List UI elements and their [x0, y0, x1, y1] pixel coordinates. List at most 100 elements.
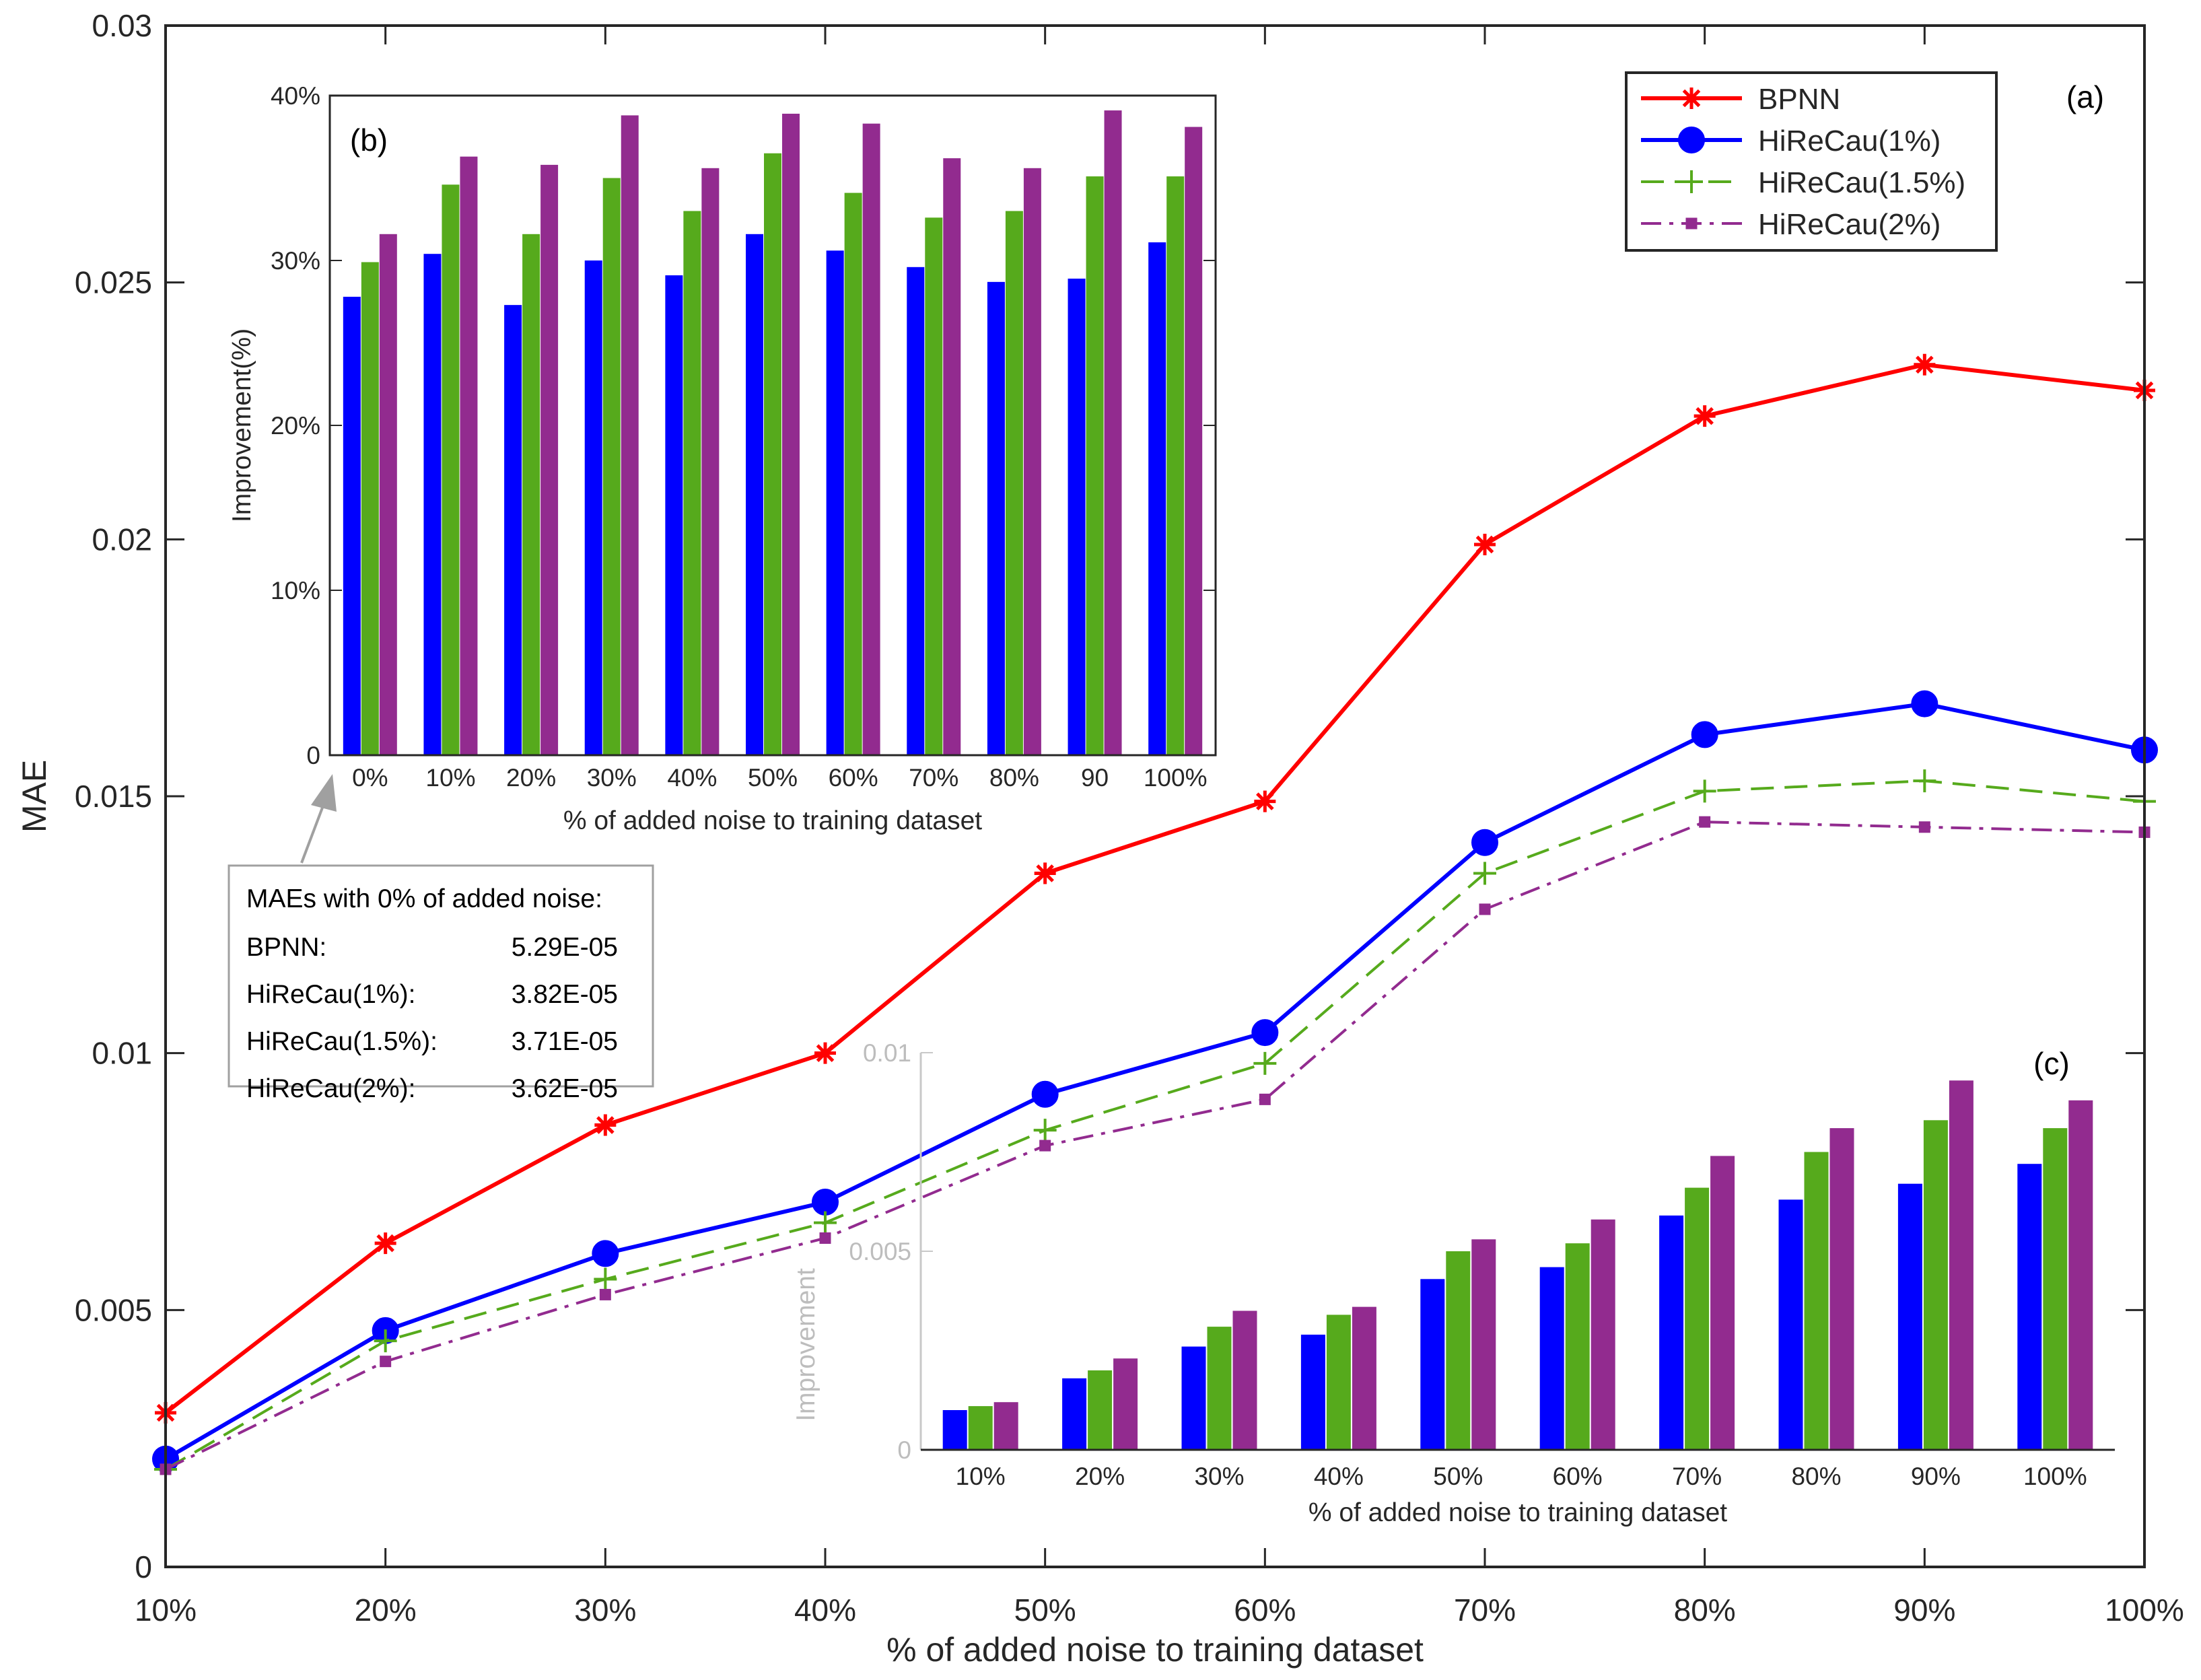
note-row-value: 5.29E-05 [512, 933, 618, 962]
bar-HiReCau(1%) [423, 254, 442, 755]
bar-HiReCau(1%) [1068, 278, 1086, 755]
inset-c-y-axis-label: Improvement [792, 1268, 820, 1422]
series-line-HiReCau(2%) [165, 820, 2145, 1471]
note-row-name: HiReCau(1.5%): [246, 1027, 438, 1056]
main-plot-frame [164, 24, 2146, 1568]
main-y-tick-label: 0.02 [92, 522, 152, 557]
bar-HiReCau(1%) [343, 296, 361, 755]
series-marker-HiReCau(2%) [1039, 1140, 1051, 1152]
bar-HiReCau(1%) [665, 275, 683, 755]
legend: BPNN HiReCau(1%) HiReCau(1.5%) HiReCau(2%) [1625, 71, 1998, 252]
series-line-BPNN [164, 362, 2145, 1415]
main-y-tick-label: 0 [135, 1549, 152, 1584]
inset-b-x-axis-label: % of added noise to training dataset [563, 806, 982, 835]
bar-x-tick-label: 60% [1553, 1463, 1603, 1490]
legend-label: HiReCau(1%) [1758, 125, 1941, 158]
bar-x-tick-label: 70% [909, 764, 958, 792]
bar-x-tick-label: 100% [1144, 764, 1208, 792]
main-y-tick-label: 0.025 [75, 265, 152, 300]
bar-HiReCau(2%) [1829, 1128, 1854, 1450]
legend-label: HiReCau(1.5%) [1758, 166, 1965, 199]
bar-x-tick-label: 40% [1314, 1463, 1364, 1490]
bar-HiReCau(1.5%) [1005, 211, 1023, 755]
bar-y-tick-label: 0 [897, 1436, 911, 1464]
main-y-tick-label: 0.005 [75, 1292, 152, 1327]
bar-y-tick-label: 0.005 [849, 1238, 911, 1265]
bar-HiReCau(2%) [460, 156, 478, 755]
series-marker-HiReCau(1.5%) [1913, 769, 1936, 793]
bar-HiReCau(2%) [701, 168, 720, 756]
main-x-tick-label: 70% [1454, 1593, 1516, 1628]
bar-HiReCau(2%) [1185, 127, 1203, 756]
bar-HiReCau(1%) [942, 1410, 967, 1450]
main-series-lines [152, 353, 2158, 1481]
bar-x-tick-label: 90% [1911, 1463, 1961, 1490]
bar-HiReCau(1.5%) [1685, 1187, 1710, 1450]
bar-HiReCau(1.5%) [361, 262, 379, 755]
bar-HiReCau(2%) [862, 123, 880, 755]
bar-y-tick-label: 0.01 [863, 1039, 911, 1067]
main-x-tick-label: 100% [2105, 1593, 2184, 1628]
series-marker-HiReCau(1.5%) [594, 1267, 617, 1291]
bar-x-tick-label: 80% [989, 764, 1039, 792]
bar-HiReCau(1.5%) [1446, 1251, 1471, 1450]
note-row-value: 3.71E-05 [512, 1027, 618, 1056]
bar-HiReCau(1.5%) [764, 153, 781, 755]
bar-x-tick-label: 30% [1194, 1463, 1244, 1490]
bar-HiReCau(1.5%) [2043, 1128, 2068, 1450]
bar-HiReCau(1%) [1778, 1199, 1803, 1450]
main-x-tick-label: 60% [1234, 1593, 1296, 1628]
panel-label-a: (a) [2066, 79, 2104, 114]
main-y-tick-label: 0.015 [75, 779, 152, 814]
main-axis-ticks: 10% 20% 30% 40% 50% 60% 70% 80% 90% 100% 0 0.005 0.0… [75, 8, 2184, 1628]
bar-HiReCau(2%) [1710, 1156, 1735, 1450]
inset-b-frame [328, 94, 1217, 757]
series-marker-HiReCau(2%) [819, 1232, 831, 1244]
series-marker-HiReCau(1%) [1471, 829, 1498, 856]
series-marker-HiReCau(2%) [1259, 1093, 1271, 1105]
series-marker-HiReCau(1.5%) [1473, 862, 1496, 885]
bar-x-tick-label: 100% [2023, 1463, 2087, 1490]
note-arrow-head-icon [311, 774, 337, 812]
main-x-tick-label: 50% [1014, 1593, 1076, 1628]
series-marker-HiReCau(1%) [592, 1240, 619, 1267]
panel-label-b: (b) [350, 123, 388, 158]
series-marker-HiReCau(1.5%) [374, 1329, 397, 1353]
series-marker-HiReCau(1%) [1911, 690, 1938, 718]
bar-HiReCau(2%) [540, 164, 559, 755]
series-marker-BPNN [1914, 353, 1936, 376]
inset-b-axis-ticks: 0% 10% 20% 30% 40% 50% 60% 70% 80% 90 100% 0 10% 20% 3… [271, 82, 1216, 792]
bar-x-tick-label: 90 [1081, 764, 1109, 792]
main-y-axis-label: MAE [15, 760, 53, 833]
bar-HiReCau(1.5%) [1923, 1120, 1948, 1450]
inset-c-bars [942, 1080, 2093, 1450]
main-x-tick-label: 80% [1674, 1593, 1736, 1628]
bar-HiReCau(1.5%) [442, 184, 460, 755]
inset-bar-chart-b: 0% 10% 20% 30% 40% 50% 60% 70% 80% 90 100% 0 10% 20% 3… [228, 82, 1217, 835]
bar-HiReCau(1%) [1897, 1183, 1922, 1450]
series-marker-HiReCau(2%) [380, 1356, 392, 1368]
legend-label: BPNN [1758, 83, 1840, 116]
bar-HiReCau(1.5%) [844, 193, 862, 755]
bar-HiReCau(2%) [943, 158, 961, 756]
bar-HiReCau(2%) [1949, 1080, 1973, 1450]
bar-HiReCau(1%) [584, 260, 602, 755]
note-row-value: 3.62E-05 [512, 1074, 618, 1103]
bar-HiReCau(1%) [987, 281, 1005, 756]
note-row-value: 3.82E-05 [512, 980, 618, 1009]
panel-label-c: (c) [2033, 1046, 2070, 1081]
series-marker-BPNN [374, 1232, 396, 1255]
bar-HiReCau(1%) [907, 267, 925, 755]
series-marker-HiReCau(1.5%) [814, 1211, 837, 1234]
main-x-tick-label: 40% [794, 1593, 856, 1628]
bar-y-tick-label: 0 [306, 742, 320, 769]
bar-x-tick-label: 0% [352, 764, 388, 792]
bar-HiReCau(1.5%) [968, 1406, 993, 1450]
main-line-chart: 10% 20% 30% 40% 50% 60% 70% 80% 90% 100% 0 0.005 0.0… [15, 8, 2184, 1669]
bar-HiReCau(1.5%) [1166, 176, 1185, 755]
legend-label: HiReCau(2%) [1758, 208, 1941, 241]
main-x-axis-label: % of added noise to training dataset [886, 1631, 1424, 1669]
bar-y-tick-label: 30% [271, 247, 320, 275]
inset-b-y-axis-label: Improvement(%) [228, 328, 256, 522]
